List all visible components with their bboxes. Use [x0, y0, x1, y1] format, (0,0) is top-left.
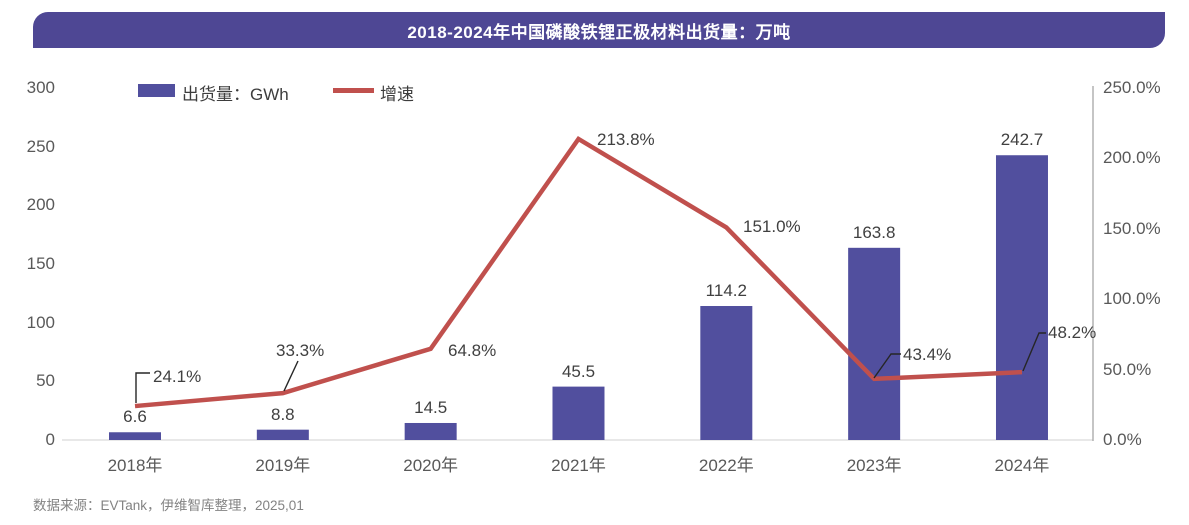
callout-line-2024	[1022, 332, 1046, 372]
bar-value-label-2024: 242.7	[1000, 130, 1044, 150]
growth-value-label-2024: 48.2%	[1048, 323, 1097, 342]
y-axis-tick-left: 50	[36, 371, 55, 391]
bar-2020	[404, 422, 457, 440]
growth-value-label-2023: 43.4%	[903, 345, 952, 364]
chart-title: 2018-2024年中国磷酸铁锂正极材料出货量：万吨	[407, 22, 791, 42]
growth-value-label-2022: 151.0%	[743, 217, 801, 236]
x-axis-label-2019: 2019年	[255, 456, 311, 475]
y-axis-tick-left: 100	[26, 312, 55, 332]
callout-line-2019	[283, 360, 299, 392]
legend-bars-label: 出货量：GWh	[182, 85, 289, 104]
bar-value-label-2022: 114.2	[705, 281, 747, 300]
x-axis-label-2020: 2020年	[403, 456, 459, 475]
legend-line-label: 增速	[380, 85, 414, 104]
bar-2019	[256, 429, 309, 440]
legend-line-swatch	[333, 88, 374, 93]
growth-value-label-2021: 213.8%	[597, 130, 655, 149]
y-axis-tick-left: 200	[26, 195, 55, 215]
y-axis-tick-left: 150	[26, 254, 55, 273]
bar-value-label-2018: 6.6	[123, 407, 147, 427]
bar-2023	[848, 247, 901, 440]
growth-value-label-2018: 24.1%	[153, 367, 202, 386]
x-axis-label-2018: 2018年	[107, 456, 163, 475]
y-axis-tick-right: 200.0%	[1103, 148, 1161, 168]
bar-2018	[109, 432, 161, 440]
callout-line-2023	[873, 353, 901, 379]
bar-2024	[995, 155, 1048, 440]
bar-value-label-2021: 45.5	[561, 361, 596, 381]
y-axis-tick-right: 100.0%	[1103, 289, 1161, 309]
y-axis-tick-right: 0.0%	[1103, 430, 1142, 449]
bar-value-label-2023: 163.8	[852, 222, 896, 242]
growth-value-label-2019: 33.3%	[276, 341, 325, 360]
bar-value-label-2019: 8.8	[271, 404, 295, 424]
bar-value-label-2020: 14.5	[414, 397, 448, 417]
y-axis-tick-left: 250	[26, 136, 55, 156]
x-axis-label-2021: 2021年	[551, 456, 606, 475]
y-axis-tick-right: 150.0%	[1103, 218, 1161, 238]
chart-title-banner: 2018-2024年中国磷酸铁锂正极材料出货量：万吨	[33, 12, 1165, 48]
bar-2022	[700, 306, 753, 440]
growth-line	[134, 135, 1023, 409]
y-axis-tick-left: 300	[26, 78, 55, 97]
growth-value-label-2020: 64.8%	[448, 341, 497, 360]
legend-bar-swatch	[138, 84, 175, 97]
x-axis-label-2023: 2023年	[846, 456, 902, 475]
y-axis-tick-left: 0	[45, 430, 55, 449]
data-source-note: 数据来源：EVTank，伊维智库整理，2025,01	[33, 498, 304, 513]
x-axis-label-2022: 2022年	[698, 456, 754, 475]
callout-line-2018	[135, 372, 150, 403]
bar-2021	[552, 386, 605, 440]
y-axis-tick-right: 250.0%	[1103, 78, 1161, 97]
x-axis-label-2024: 2024年	[994, 456, 1050, 475]
y-axis-tick-right: 50.0%	[1103, 359, 1152, 379]
